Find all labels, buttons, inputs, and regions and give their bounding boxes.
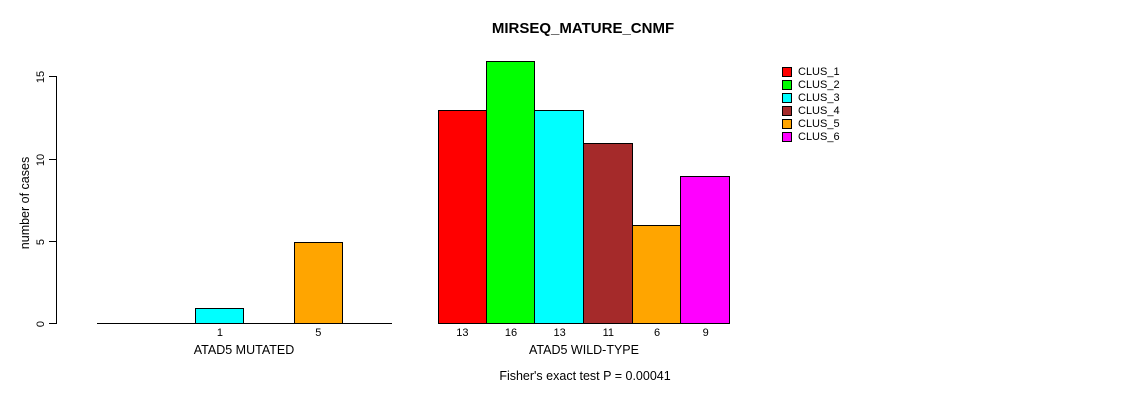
bar-value-label: 9 xyxy=(702,327,709,339)
legend-swatch-clus-1 xyxy=(782,66,792,77)
y-axis-tick xyxy=(49,241,56,242)
bar-value-label: 11 xyxy=(602,327,615,339)
bar-clus-3 xyxy=(195,308,245,324)
bar-clus-5 xyxy=(631,225,682,324)
y-axis-label: number of cases xyxy=(18,156,32,250)
bar-clus-5 xyxy=(293,242,343,324)
legend-item-label: CLUS_2 xyxy=(798,78,840,91)
bar-value-label: 6 xyxy=(653,327,661,339)
legend-item-label: CLUS_1 xyxy=(798,65,840,78)
legend-swatch-clus-2 xyxy=(782,79,792,90)
bar-value-label: 16 xyxy=(504,327,518,339)
bar-value-label: 5 xyxy=(315,327,322,339)
bar-clus-6 xyxy=(680,176,730,324)
y-axis-tick-label: 15 xyxy=(35,70,47,83)
bar-clus-1 xyxy=(438,110,487,324)
legend-item: CLUS_5 xyxy=(782,117,840,130)
bar-clus-2 xyxy=(485,61,536,324)
y-axis-tick xyxy=(49,76,56,77)
bar-clus-3 xyxy=(534,110,584,324)
bar-value-label: 1 xyxy=(216,327,223,339)
chart-title: MIRSEQ_MATURE_CNMF xyxy=(491,20,675,37)
legend-item: CLUS_4 xyxy=(782,104,840,117)
x-axis-group-label-wildtype: ATAD5 WILD-TYPE xyxy=(529,343,639,357)
y-axis-tick xyxy=(49,159,56,160)
legend-swatch-clus-4 xyxy=(782,105,792,116)
y-axis-tick-label: 10 xyxy=(35,153,47,166)
bar-value-label: 13 xyxy=(553,327,566,339)
legend-item-label: CLUS_6 xyxy=(798,130,840,143)
legend-swatch-clus-5 xyxy=(782,118,792,129)
fisher-test-annotation: Fisher's exact test P = 0.00041 xyxy=(499,369,671,383)
legend-swatch-clus-6 xyxy=(782,131,792,142)
legend-item: CLUS_6 xyxy=(782,130,840,143)
legend-item-label: CLUS_3 xyxy=(798,91,840,104)
bar-value-label: 13 xyxy=(456,327,469,339)
legend-item-label: CLUS_4 xyxy=(798,104,840,117)
legend-item: CLUS_3 xyxy=(782,91,840,104)
legend-item: CLUS_2 xyxy=(782,78,840,91)
x-axis-baseline xyxy=(97,323,392,324)
y-axis-tick xyxy=(49,323,56,324)
y-axis-tick-label: 0 xyxy=(35,320,47,327)
bar-clus-4 xyxy=(583,143,633,324)
x-axis-group-label-mutated: ATAD5 MUTATED xyxy=(193,343,295,357)
y-axis-tick-label: 5 xyxy=(35,238,47,245)
bar-group-atad5-wildtype: 13 16 13 11 6 9 xyxy=(438,40,730,339)
y-axis-line xyxy=(56,76,57,324)
legend-swatch-clus-3 xyxy=(782,92,792,103)
legend: CLUS_1 CLUS_2 CLUS_3 CLUS_4 CLUS_5 CLUS_6 xyxy=(782,65,840,143)
legend-item-label: CLUS_5 xyxy=(798,117,840,130)
legend-item: CLUS_1 xyxy=(782,65,840,78)
